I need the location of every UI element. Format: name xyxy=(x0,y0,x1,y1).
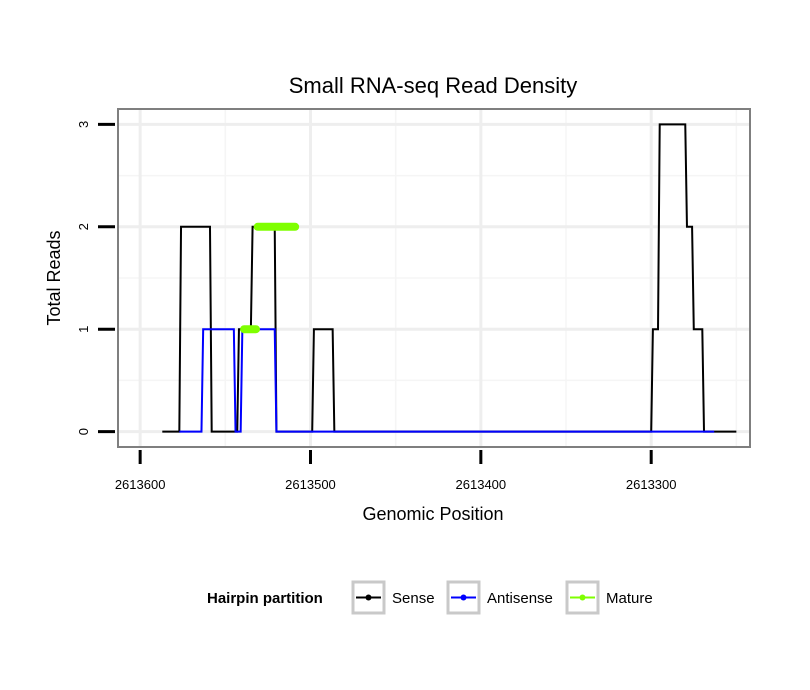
plot-border xyxy=(117,108,751,448)
y-tick-label: 3 xyxy=(76,121,91,128)
grid xyxy=(118,109,750,447)
x-axis-title: Genomic Position xyxy=(362,504,503,524)
y-tick-label: 1 xyxy=(76,326,91,333)
legend-item-antisense[interactable]: Antisense xyxy=(446,580,553,615)
y-tick-label: 0 xyxy=(76,428,91,435)
series-layer xyxy=(162,123,737,433)
legend-label-antisense: Antisense xyxy=(487,590,553,607)
legend-label-mature: Mature xyxy=(606,590,653,607)
legend-marker-antisense xyxy=(460,594,467,601)
y-tick-label: 2 xyxy=(76,223,91,230)
legend-title: Hairpin partition xyxy=(207,590,323,607)
legend-marker-mature xyxy=(579,594,586,601)
x-tick-label: 2613300 xyxy=(626,477,677,492)
legend-label-sense: Sense xyxy=(392,590,435,607)
legend-marker-sense xyxy=(365,594,372,601)
y-axis-title: Total Reads xyxy=(44,230,64,325)
chart-title: Small RNA-seq Read Density xyxy=(289,73,578,98)
plot-area xyxy=(117,108,751,448)
legend-item-sense[interactable]: Sense xyxy=(351,580,435,615)
x-tick-label: 2613600 xyxy=(115,477,166,492)
axes: 2613600 2613500 2613400 2613300 0 1 2 3 xyxy=(76,121,677,492)
x-tick-label: 2613500 xyxy=(285,477,336,492)
legend: Hairpin partition Sense Antisense Mature xyxy=(207,580,653,615)
series-antisense-line xyxy=(179,328,715,433)
legend-item-mature[interactable]: Mature xyxy=(565,580,653,615)
x-tick-label: 2613400 xyxy=(456,477,507,492)
